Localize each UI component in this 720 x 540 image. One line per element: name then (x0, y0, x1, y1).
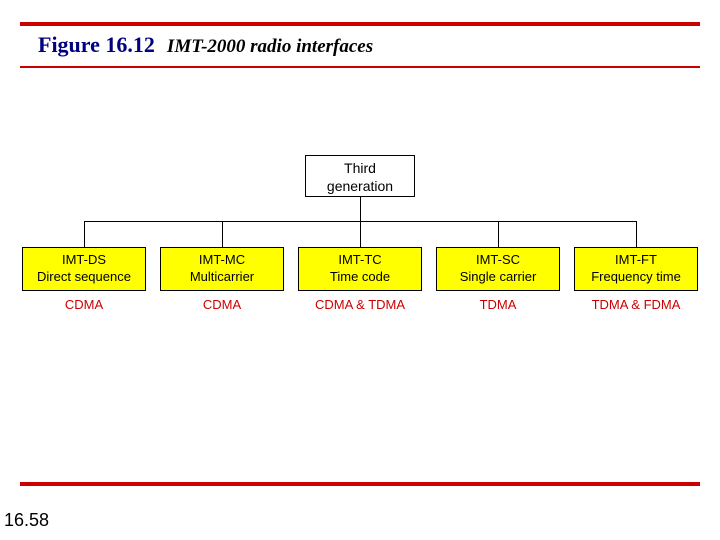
root-line2: generation (306, 178, 414, 196)
leaf-node: IMT-DS Direct sequence CDMA (22, 247, 146, 312)
leaf-line1: IMT-FT (577, 252, 695, 269)
bottom-rule (20, 482, 700, 486)
top-rule-thick (20, 22, 700, 26)
leaf-line1: IMT-DS (25, 252, 143, 269)
leaf-tech: CDMA & TDMA (298, 297, 422, 312)
leaf-box: IMT-TC Time code (298, 247, 422, 291)
figure-number: Figure 16.12 (38, 32, 155, 57)
connector-drop-2 (360, 221, 361, 247)
leaf-tech: CDMA (22, 297, 146, 312)
leaf-tech: CDMA (160, 297, 284, 312)
leaf-line2: Direct sequence (25, 269, 143, 286)
leaf-line1: IMT-TC (301, 252, 419, 269)
leaf-box: IMT-FT Frequency time (574, 247, 698, 291)
figure-title: IMT-2000 radio interfaces (167, 36, 373, 57)
connector-drop-0 (84, 221, 85, 247)
leaf-line2: Multicarrier (163, 269, 281, 286)
connector-drop-3 (498, 221, 499, 247)
leaf-box: IMT-DS Direct sequence (22, 247, 146, 291)
leaf-line1: IMT-SC (439, 252, 557, 269)
leaf-line1: IMT-MC (163, 252, 281, 269)
leaf-node: IMT-TC Time code CDMA & TDMA (298, 247, 422, 312)
root-node: Third generation (305, 155, 415, 197)
root-line1: Third (306, 160, 414, 178)
leaf-tech: TDMA & FDMA (574, 297, 698, 312)
figure-header: Figure 16.12 IMT-2000 radio interfaces (38, 32, 700, 58)
connector-root-stem (360, 197, 361, 221)
page-number: 16.58 (4, 510, 49, 531)
leaf-line2: Frequency time (577, 269, 695, 286)
leaf-node: IMT-FT Frequency time TDMA & FDMA (574, 247, 698, 312)
tree-diagram: Third generation IMT-DS Direct sequence … (22, 155, 698, 365)
leaf-line2: Single carrier (439, 269, 557, 286)
connector-drop-1 (222, 221, 223, 247)
leaf-row: IMT-DS Direct sequence CDMA IMT-MC Multi… (22, 247, 698, 312)
leaf-box: IMT-SC Single carrier (436, 247, 560, 291)
leaf-box: IMT-MC Multicarrier (160, 247, 284, 291)
top-rule-thin (20, 66, 700, 68)
connector-drop-4 (636, 221, 637, 247)
leaf-node: IMT-MC Multicarrier CDMA (160, 247, 284, 312)
leaf-tech: TDMA (436, 297, 560, 312)
leaf-line2: Time code (301, 269, 419, 286)
leaf-node: IMT-SC Single carrier TDMA (436, 247, 560, 312)
